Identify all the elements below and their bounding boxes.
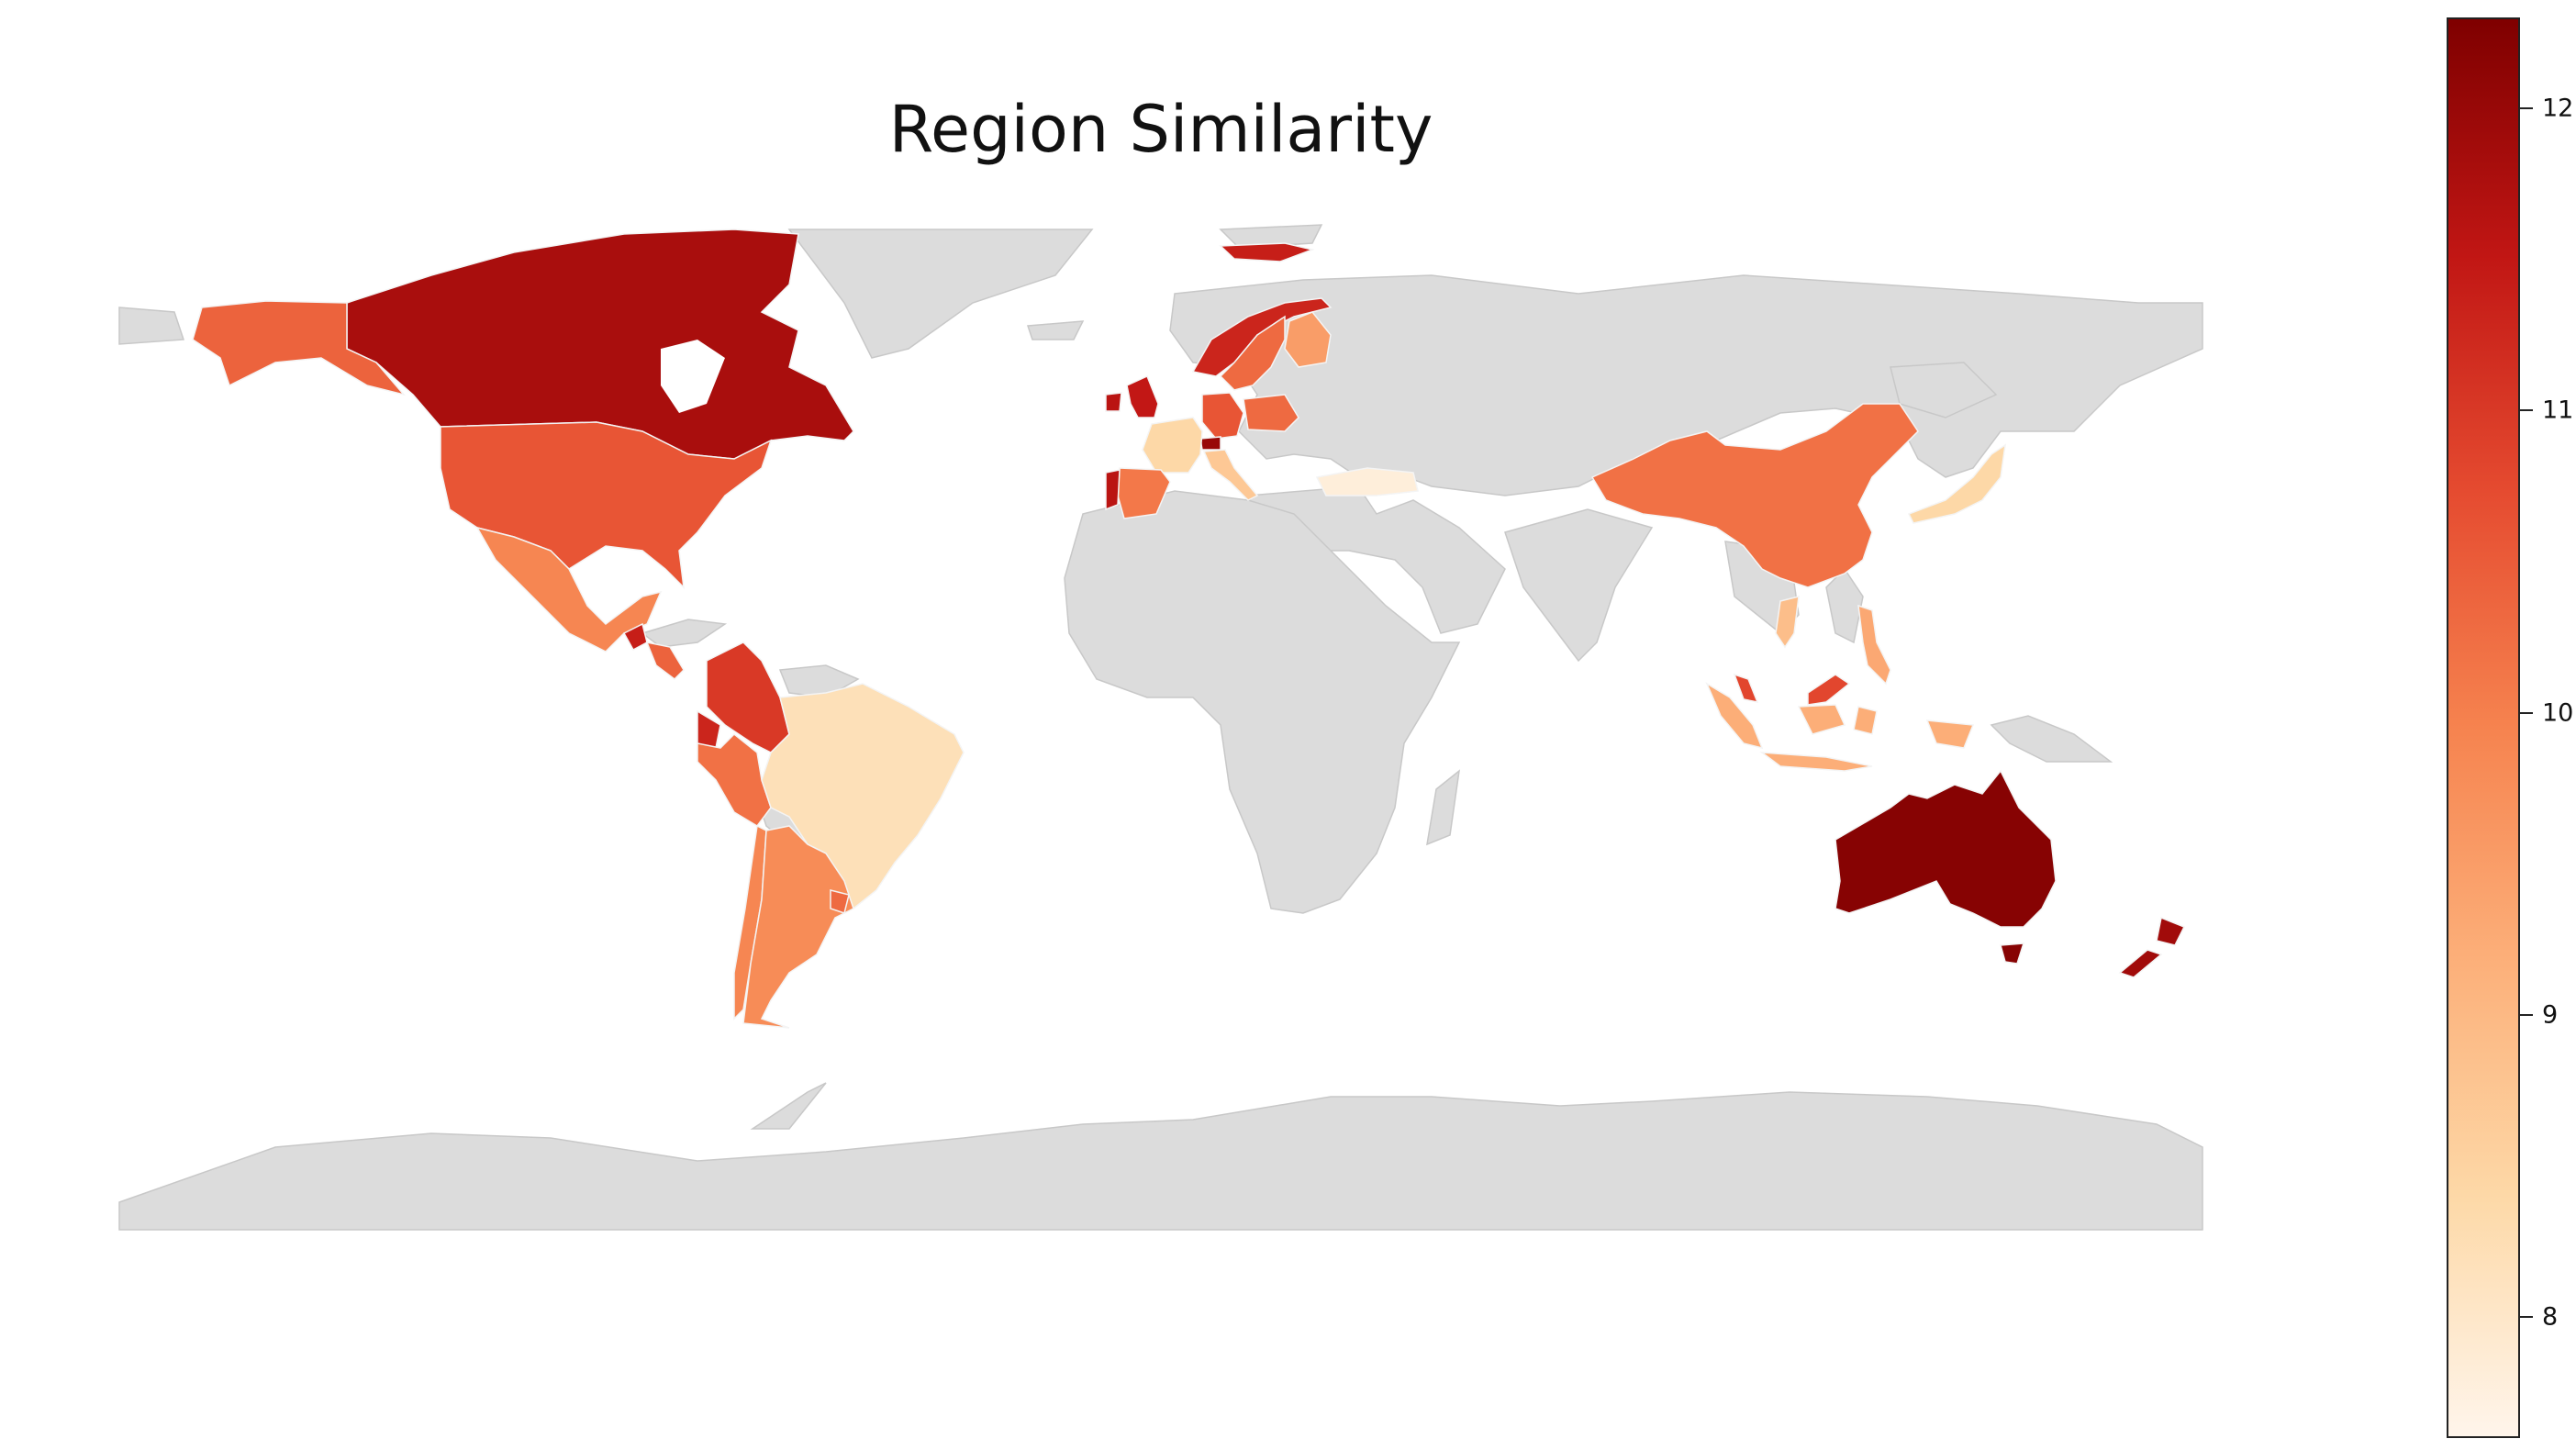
region-japan[interactable] [1907,443,2006,524]
region-finland[interactable] [1284,311,1332,368]
colorbar-tick-label: 9 [2542,1000,2559,1030]
region-colombia[interactable] [706,641,790,753]
region-central-america[interactable] [645,641,685,680]
region-france[interactable] [1142,417,1203,474]
colorbar-tick-mark [2520,711,2533,714]
region-new-zealand[interactable] [2118,916,2186,978]
region-argentina[interactable] [742,825,854,1029]
region-iceland[interactable] [1219,242,1315,262]
colorbar-tick-mark [2520,1316,2533,1319]
colorbar-tick-mark [2520,106,2533,109]
colorbar-tick-mark [2520,409,2533,412]
colorbar-tick-label: 8 [2542,1302,2559,1332]
region-philippines[interactable] [1857,604,1891,686]
region-turkey[interactable] [1315,467,1419,496]
colorbar [2447,17,2520,1438]
no-data-land [118,224,2203,1231]
region-uruguay[interactable] [830,889,850,914]
region-italy[interactable] [1202,449,1259,501]
region-australia[interactable] [1834,769,2057,928]
colorbar-tick-label: 12 [2542,94,2574,123]
region-sweden[interactable] [1219,315,1286,391]
region-indonesia[interactable] [1705,682,1975,772]
map-title: Region Similarity [888,92,1433,167]
world-map [118,224,2203,1231]
region-ireland[interactable] [1105,392,1122,412]
region-china[interactable] [1590,403,1919,588]
region-portugal[interactable] [1105,469,1121,511]
colorbar-tick-mark [2520,1013,2533,1016]
region-norway[interactable] [1191,297,1333,377]
region-poland[interactable] [1243,394,1299,432]
region-canada[interactable] [346,229,854,460]
region-vietnam[interactable] [1775,596,1800,649]
region-tasmania[interactable] [2000,942,2025,965]
colorbar-tick-label: 11 [2542,396,2574,425]
region-brazil[interactable] [761,683,965,910]
choropleth-regions [192,229,2186,1029]
region-switzerland[interactable] [1199,436,1221,451]
region-peru[interactable] [697,732,772,827]
region-alaska[interactable] [192,300,407,396]
region-germany[interactable] [1201,392,1244,440]
region-mexico[interactable] [475,526,663,652]
region-malaysia[interactable] [1733,673,1851,706]
region-uk[interactable] [1126,374,1159,418]
colorbar-tick-label: 10 [2542,698,2574,728]
